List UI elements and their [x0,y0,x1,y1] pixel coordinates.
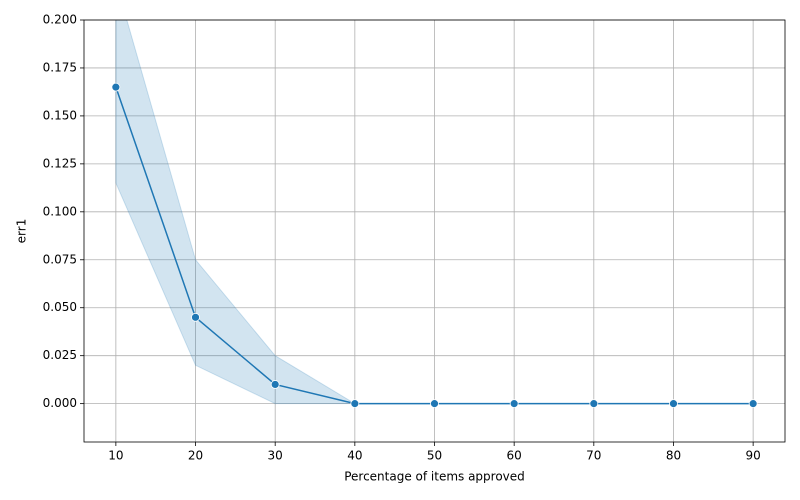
y-tick-label: 0.200 [43,13,77,27]
marker [430,399,439,409]
y-tick-label: 0.075 [43,252,77,266]
y-tick-label: 0.025 [43,348,77,362]
y-tick-label: 0.150 [43,108,77,122]
y-tick-label: 0.050 [43,300,77,314]
x-tick-label: 10 [108,449,123,463]
ticks: 0.000 0.025 0.050 0.075 0.100 0.125 0.150 0.175… [43,13,761,463]
y-tick-label: 0.100 [43,204,77,218]
y-tick-label: 0.175 [43,60,77,74]
marker [191,312,200,322]
x-tick-label: 30 [268,449,283,463]
marker [669,399,678,409]
x-tick-label: 80 [666,449,681,463]
y-axis-label: err1 [15,219,29,244]
grid [84,19,785,442]
marker [111,82,121,92]
marker [589,399,599,409]
x-tick-label: 40 [347,449,362,463]
y-tick-label: 0.000 [43,396,77,410]
marker [270,380,280,389]
marker [509,399,519,409]
marker [748,399,758,409]
marker [350,399,360,409]
x-tick-label: 60 [507,449,522,463]
y-tick-label: 0.125 [43,156,77,170]
plot-area [111,20,758,409]
x-tick-label: 50 [427,449,442,463]
x-tick-label: 20 [188,449,203,463]
x-axis-label: Percentage of items approved [344,470,525,484]
x-tick-label: 90 [745,449,760,463]
x-tick-label: 70 [586,449,601,463]
